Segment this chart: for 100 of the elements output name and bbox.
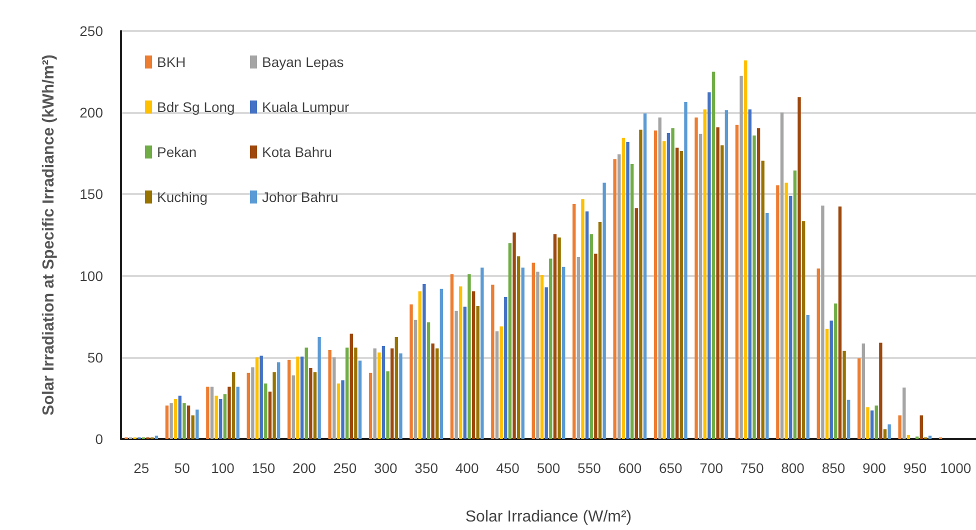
x-tick-label: 100 — [211, 460, 235, 476]
bar — [666, 133, 670, 439]
bar — [414, 320, 418, 439]
bar — [698, 134, 702, 439]
bar — [345, 348, 349, 439]
bar — [789, 196, 792, 439]
bar — [802, 221, 806, 439]
bar — [752, 135, 756, 439]
legend-label: Kota Bahru — [262, 144, 332, 160]
bar — [378, 352, 381, 439]
bar — [223, 394, 227, 439]
legend-label: BKH — [157, 54, 186, 70]
bar — [576, 257, 580, 439]
x-tick-label: 25 — [134, 460, 150, 476]
bar — [862, 344, 866, 439]
x-tick-label: 950 — [903, 460, 927, 476]
bar — [658, 117, 662, 439]
x-tick-label: 300 — [374, 460, 398, 476]
x-tick-label: 500 — [536, 460, 560, 476]
bar — [382, 346, 386, 439]
bar — [410, 304, 413, 439]
y-tick-label: 250 — [80, 23, 104, 39]
bar — [309, 368, 312, 439]
x-tick-label: 250 — [333, 460, 357, 476]
bar — [373, 348, 376, 439]
bar — [662, 141, 666, 439]
bar — [277, 362, 280, 439]
x-tick-label: 600 — [618, 460, 642, 476]
bar — [459, 286, 462, 439]
bar — [236, 386, 240, 439]
bar — [558, 237, 561, 439]
bar — [255, 357, 259, 439]
bar — [634, 208, 638, 439]
bar — [626, 142, 630, 439]
bar — [394, 337, 398, 439]
bar — [196, 410, 199, 439]
bar — [720, 145, 724, 439]
bar — [761, 160, 764, 439]
bar — [680, 150, 684, 439]
x-axis-title: Solar Irradiance (W/m²) — [465, 508, 632, 526]
bar — [292, 375, 296, 439]
bar — [272, 372, 276, 439]
bar — [431, 344, 434, 439]
bar — [418, 291, 422, 439]
bar — [671, 128, 674, 439]
bar — [454, 310, 458, 439]
x-tick-label: 200 — [292, 460, 316, 476]
bar — [906, 434, 910, 439]
bar — [332, 357, 336, 439]
x-tick-label: 850 — [822, 460, 846, 476]
bar — [206, 386, 210, 439]
bar — [866, 407, 870, 439]
bar — [708, 92, 711, 439]
bar — [920, 415, 923, 439]
bar — [178, 396, 182, 439]
bar — [422, 284, 426, 439]
bar — [816, 268, 820, 439]
bar — [821, 206, 824, 439]
bar — [214, 396, 218, 439]
bar — [744, 60, 748, 439]
bar — [780, 112, 784, 439]
bar — [928, 436, 932, 439]
bar — [336, 384, 340, 439]
bar — [879, 342, 882, 439]
bar — [170, 403, 173, 439]
bar — [165, 406, 169, 439]
bar — [684, 102, 688, 439]
bar — [210, 386, 214, 439]
legend-label: Bayan Lepas — [262, 54, 344, 70]
bar — [186, 406, 190, 439]
bar — [480, 268, 484, 439]
bar — [174, 399, 178, 439]
bar — [540, 274, 544, 439]
legend-label: Pekan — [157, 144, 197, 160]
bar — [304, 348, 308, 439]
bar — [694, 117, 698, 439]
bar — [544, 287, 548, 439]
bar — [536, 272, 540, 439]
bar — [463, 306, 467, 439]
bar — [834, 304, 838, 439]
x-tick-label: 450 — [496, 460, 520, 476]
bar — [581, 199, 584, 439]
bar — [902, 388, 906, 439]
bar — [251, 367, 254, 439]
x-tick-label: 700 — [700, 460, 724, 476]
bar — [500, 326, 503, 439]
bar — [450, 274, 454, 439]
bar — [154, 436, 158, 439]
bar — [288, 360, 291, 439]
bar — [776, 185, 780, 439]
bar — [350, 334, 353, 439]
bar — [440, 288, 444, 439]
bar — [716, 127, 720, 439]
bar — [508, 243, 512, 439]
bar — [756, 128, 760, 439]
bar — [228, 386, 231, 439]
bar — [838, 206, 842, 439]
bar — [784, 182, 788, 439]
bar — [390, 348, 394, 439]
bar — [613, 159, 616, 439]
